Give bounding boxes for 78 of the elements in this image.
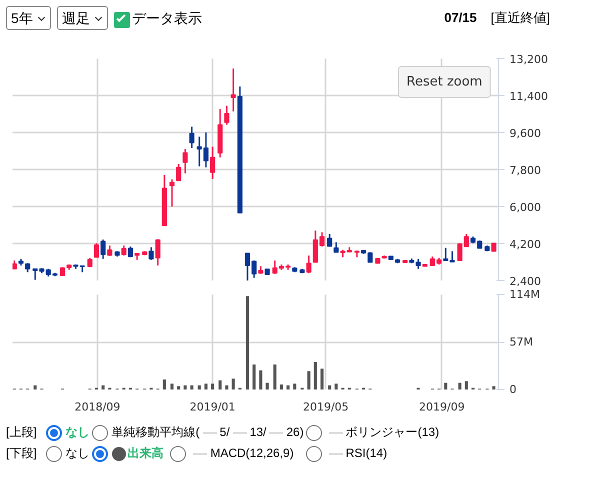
candlestick [148,246,154,261]
bar [492,386,496,390]
bar [293,384,296,390]
text: なし [66,425,90,439]
bar [307,371,310,390]
bar [252,364,256,390]
y-tick-label: 2,400 [510,275,541,288]
annotation: Reset zoom [406,74,482,90]
text: MACD(12,26,9) [210,446,294,460]
y-tick-label: 114M [510,288,540,301]
y-tick-label: 9,600 [510,127,541,140]
candlestick [107,244,112,257]
text: [上段] [5,424,38,441]
bar [334,384,338,390]
y-tick-label: 11,400 [510,90,548,103]
candlestick [155,238,160,266]
text: 26) [286,425,304,439]
text: 週足 [56,6,108,30]
candlestick [306,254,312,274]
y-tick-label: 4,200 [510,238,541,251]
text: データ表示 [132,10,202,26]
bar [273,364,276,390]
text: 5/ [220,425,230,439]
text: 07/15 [444,10,477,25]
x-tick-label: 2018/09 [74,400,120,414]
y-tick-label: 57M [510,336,533,348]
text: 単純移動平均線( [112,425,200,439]
text: [下段] [5,445,38,462]
bar [328,385,332,390]
bar [314,362,317,390]
text: 13/ [250,425,266,439]
x-tick-label: 2019/01 [190,400,236,414]
bar [464,381,468,390]
bar [246,296,250,390]
bar [162,380,166,390]
bar [34,385,37,390]
candlestick [169,178,175,208]
bar [177,386,180,390]
bar [444,382,448,390]
text: ボリンジャー(13) [344,424,440,441]
bar [280,384,283,390]
text: 5年 [6,6,51,30]
bar [204,384,208,390]
text: RSI(14) [344,445,388,462]
bar [232,378,235,390]
bar [170,384,174,390]
candlestick [182,148,188,174]
bar [184,385,187,390]
candlestick [189,126,194,149]
candlestick [176,163,182,182]
text: 出来高 [128,446,164,460]
x-tick-label: 2019/09 [419,400,465,414]
bar [458,382,462,390]
candlestick [100,238,106,260]
candlestick [230,68,236,112]
candlestick [210,146,216,180]
candlestick [224,105,230,126]
candlestick [121,244,126,256]
bar [211,384,214,390]
bar [218,380,222,390]
candlestick [94,242,100,258]
candlestick [327,233,332,248]
bar [320,368,324,390]
bar [225,385,228,390]
y-tick-label: 0 [510,383,516,396]
bar [198,385,201,390]
y-tick-label: 13,200 [510,53,548,66]
bar [102,385,105,390]
x-tick-label: 2019/05 [302,400,349,414]
text: [直近終値] [490,10,550,25]
bar [259,370,262,390]
candlestick [334,241,339,253]
text: なし [64,445,91,462]
y-tick-label: 6,000 [510,201,541,214]
bar [190,385,194,390]
bar [286,385,290,390]
y-tick-label: 7,800 [510,164,541,177]
bar [266,382,269,390]
